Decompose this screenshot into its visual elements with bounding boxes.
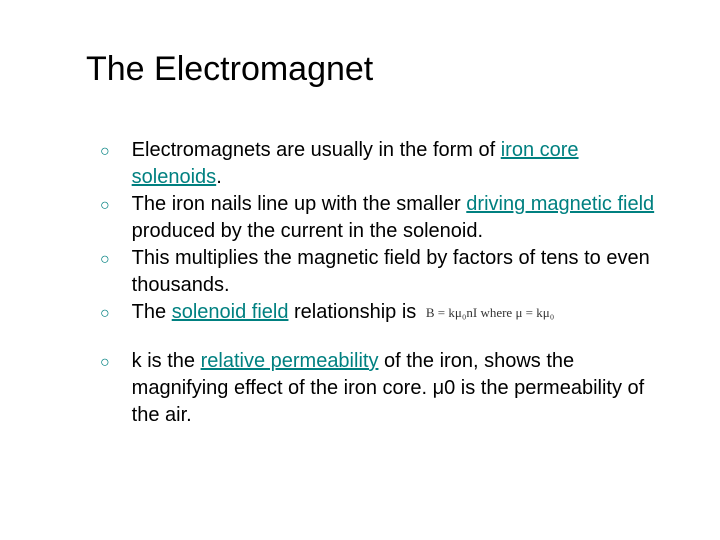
list-item: ○ The solenoid field relationship is B =… — [100, 299, 660, 326]
text-run: k is the — [132, 350, 201, 372]
bullet-icon: ○ — [100, 141, 110, 163]
list-item: ○ Electromagnets are usually in the form… — [100, 137, 660, 191]
text-run: This multiplies the magnetic field by fa… — [132, 247, 650, 296]
text-run: The iron nails line up with the smaller — [132, 193, 467, 215]
link-relative-permeability[interactable]: relative permeability — [201, 350, 379, 372]
link-solenoid-field[interactable]: solenoid field — [172, 301, 289, 323]
bullet-icon: ○ — [100, 352, 110, 374]
list-item: ○ k is the relative permeability of the … — [100, 348, 660, 429]
list-item: ○ The iron nails line up with the smalle… — [100, 191, 660, 245]
bullet-icon: ○ — [100, 303, 110, 325]
bullet-list: ○ Electromagnets are usually in the form… — [100, 137, 660, 429]
bullet-text: The solenoid field relationship is B = k… — [132, 299, 660, 326]
bullet-text: This multiplies the magnetic field by fa… — [132, 245, 660, 299]
text-run: Electromagnets are usually in the form o… — [132, 139, 501, 161]
slide: The Electromagnet ○ Electromagnets are u… — [0, 0, 720, 540]
text-run: produced by the current in the solenoid. — [132, 220, 483, 242]
formula: B = kμ₀nI where μ = kμ₀ — [426, 305, 554, 320]
bullet-text: Electromagnets are usually in the form o… — [132, 137, 660, 191]
text-run: relationship is — [288, 301, 421, 323]
slide-title: The Electromagnet — [86, 50, 660, 89]
link-driving-magnetic-field[interactable]: driving magnetic field — [466, 193, 654, 215]
list-item: ○ This multiplies the magnetic field by … — [100, 245, 660, 299]
spacer — [100, 326, 660, 348]
bullet-icon: ○ — [100, 195, 110, 217]
bullet-text: The iron nails line up with the smaller … — [132, 191, 660, 245]
bullet-icon: ○ — [100, 249, 110, 271]
bullet-text: k is the relative permeability of the ir… — [132, 348, 660, 429]
text-run: The — [132, 301, 172, 323]
text-run: . — [216, 166, 222, 188]
